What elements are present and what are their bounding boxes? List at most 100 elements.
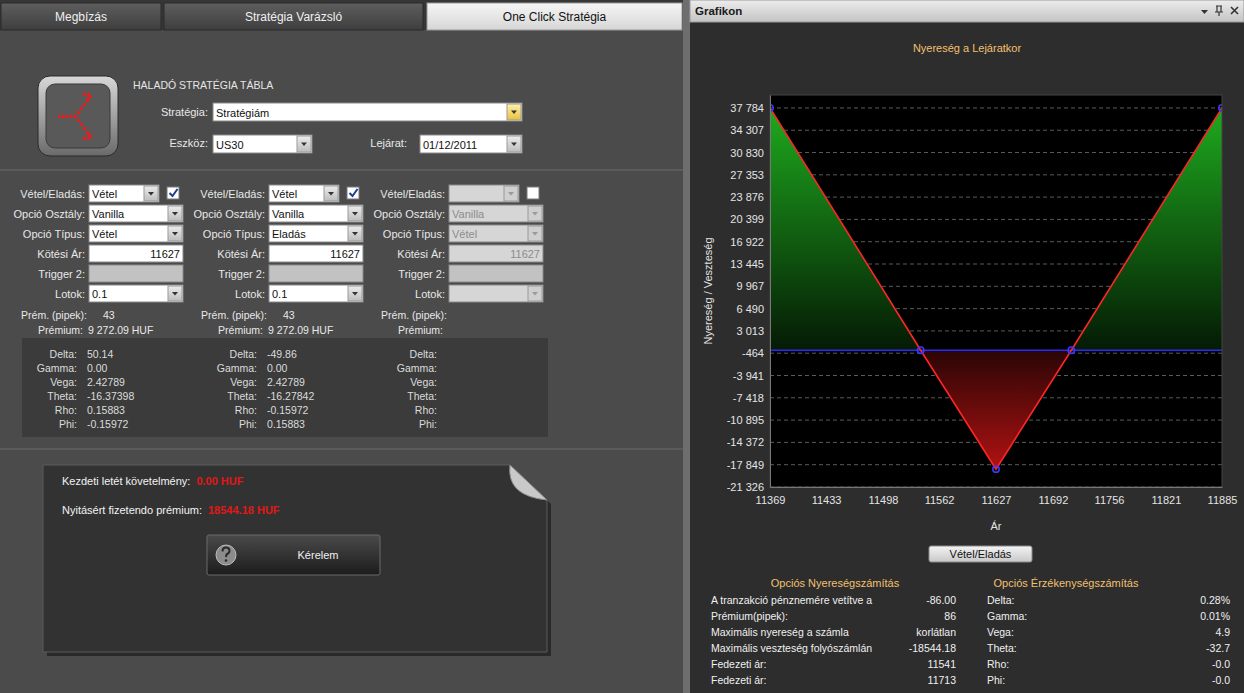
select[interactable] bbox=[89, 185, 159, 202]
text-input[interactable] bbox=[269, 245, 363, 262]
checkbox[interactable] bbox=[347, 187, 359, 199]
text-input[interactable] bbox=[89, 245, 183, 262]
checkbox-check[interactable] bbox=[350, 189, 358, 196]
select[interactable] bbox=[213, 135, 312, 153]
select-value[interactable]: Vétel bbox=[92, 228, 117, 240]
icon-dot bbox=[87, 93, 90, 96]
select-button[interactable] bbox=[297, 136, 311, 152]
tab-strip bbox=[0, 0, 683, 30]
select-button[interactable] bbox=[348, 226, 362, 241]
menu-icon[interactable] bbox=[1201, 10, 1208, 14]
grid-line bbox=[770, 197, 1222, 198]
select-button[interactable] bbox=[324, 186, 338, 201]
select[interactable] bbox=[449, 225, 543, 242]
text-input[interactable] bbox=[449, 245, 543, 262]
greek-value: 2.42789 bbox=[267, 376, 305, 388]
x-tick: 11627 bbox=[982, 487, 1012, 506]
tab[interactable] bbox=[427, 3, 682, 30]
select[interactable] bbox=[269, 285, 363, 302]
select-value[interactable]: Vétel bbox=[272, 188, 297, 200]
select[interactable] bbox=[213, 103, 522, 121]
buy-sell-button-label[interactable]: Vétel/Eladás bbox=[950, 548, 1012, 560]
select-value[interactable]: Stratégiám bbox=[216, 107, 269, 119]
tab-label[interactable]: Stratégia Varázsló bbox=[245, 10, 342, 24]
icon-dot bbox=[80, 107, 83, 110]
select[interactable] bbox=[89, 285, 183, 302]
select-value[interactable]: Vanilla bbox=[272, 208, 305, 220]
select[interactable] bbox=[269, 185, 339, 202]
select[interactable] bbox=[449, 185, 519, 202]
y-tick-label: -10 895 bbox=[727, 414, 764, 426]
select[interactable] bbox=[449, 205, 543, 222]
separator bbox=[0, 449, 683, 450]
checkbox[interactable] bbox=[527, 187, 539, 199]
select-value[interactable]: Vanilla bbox=[92, 208, 125, 220]
select-value[interactable]: 0.1 bbox=[272, 288, 287, 300]
select[interactable] bbox=[89, 225, 183, 242]
panel-title: Grafikon bbox=[695, 5, 742, 17]
close-icon[interactable] bbox=[1231, 7, 1238, 14]
select[interactable] bbox=[89, 205, 183, 222]
select-value[interactable]: 01/12/2011 bbox=[423, 139, 477, 151]
select-button[interactable] bbox=[507, 104, 521, 120]
stat-label: Maximális nyereség a számla bbox=[711, 626, 849, 638]
select-value[interactable]: Vanilla bbox=[452, 208, 485, 220]
select-value[interactable]: Vétel bbox=[452, 228, 477, 240]
x-tick: 11885 bbox=[1208, 487, 1238, 506]
tab[interactable] bbox=[164, 3, 423, 30]
payoff-line bbox=[770, 108, 1222, 469]
stat-value: 0.01% bbox=[1200, 610, 1230, 622]
tab-label[interactable]: One Click Stratégia bbox=[503, 10, 607, 24]
select-button[interactable] bbox=[168, 226, 182, 241]
request-button-label[interactable]: Kérelem bbox=[298, 549, 339, 561]
greek-label: Delta: bbox=[230, 348, 257, 360]
select-value[interactable]: US30 bbox=[216, 139, 244, 151]
screen: Megbízás Stratégia Varázsló One Click Stra… bbox=[0, 0, 1244, 693]
select-value[interactable]: Eladás bbox=[272, 228, 306, 240]
greek-label: Rho: bbox=[55, 404, 77, 416]
select-button[interactable] bbox=[168, 206, 182, 221]
greek-label: Rho: bbox=[235, 404, 257, 416]
select-value[interactable]: Vétel bbox=[92, 188, 117, 200]
input-value[interactable]: 11627 bbox=[330, 248, 360, 260]
checkbox-check[interactable] bbox=[170, 189, 178, 196]
y-axis: 37 78434 30730 83027 35323 87620 39916 9… bbox=[727, 96, 771, 494]
select-button[interactable] bbox=[168, 286, 182, 301]
select-button[interactable] bbox=[528, 206, 542, 221]
y-tick: -464 bbox=[742, 347, 770, 359]
grid-line bbox=[770, 130, 1222, 131]
select-button[interactable] bbox=[144, 186, 158, 201]
y-tick: 3 013 bbox=[736, 325, 770, 337]
select[interactable] bbox=[449, 285, 543, 302]
field-label: Opció Osztály: bbox=[373, 208, 445, 220]
y-tick-label: -3 941 bbox=[733, 370, 764, 382]
pin-icon[interactable] bbox=[1215, 6, 1223, 16]
field-label: Opció Típus: bbox=[23, 228, 85, 240]
select-button[interactable] bbox=[528, 226, 542, 241]
buy-sell-button[interactable] bbox=[929, 546, 1032, 562]
select-button[interactable] bbox=[528, 286, 542, 301]
input-value[interactable]: 11627 bbox=[150, 248, 180, 260]
icon-dot bbox=[83, 137, 86, 140]
input-value[interactable]: 11627 bbox=[510, 248, 540, 260]
field-label: Vétel/Eladás: bbox=[380, 188, 445, 200]
separator bbox=[0, 170, 683, 171]
select-button[interactable] bbox=[348, 206, 362, 221]
checkbox[interactable] bbox=[167, 187, 179, 199]
greek-value: 50.14 bbox=[87, 348, 113, 360]
help-icon-glyph bbox=[223, 548, 230, 558]
select[interactable] bbox=[269, 225, 363, 242]
select-value[interactable]: 0.1 bbox=[92, 288, 107, 300]
tab[interactable] bbox=[1, 3, 161, 30]
select[interactable] bbox=[420, 135, 522, 153]
greek-value: -16.37398 bbox=[87, 390, 134, 402]
request-button[interactable] bbox=[207, 535, 380, 575]
card bbox=[43, 465, 547, 652]
select-button[interactable] bbox=[348, 286, 362, 301]
select-button[interactable] bbox=[504, 186, 518, 201]
stat-label: A tranzakció pénznemére vetítve a bbox=[711, 594, 872, 606]
select[interactable] bbox=[269, 205, 363, 222]
greek-label: Rho: bbox=[415, 404, 437, 416]
tab-label[interactable]: Megbízás bbox=[55, 10, 107, 24]
select-button[interactable] bbox=[507, 136, 521, 152]
